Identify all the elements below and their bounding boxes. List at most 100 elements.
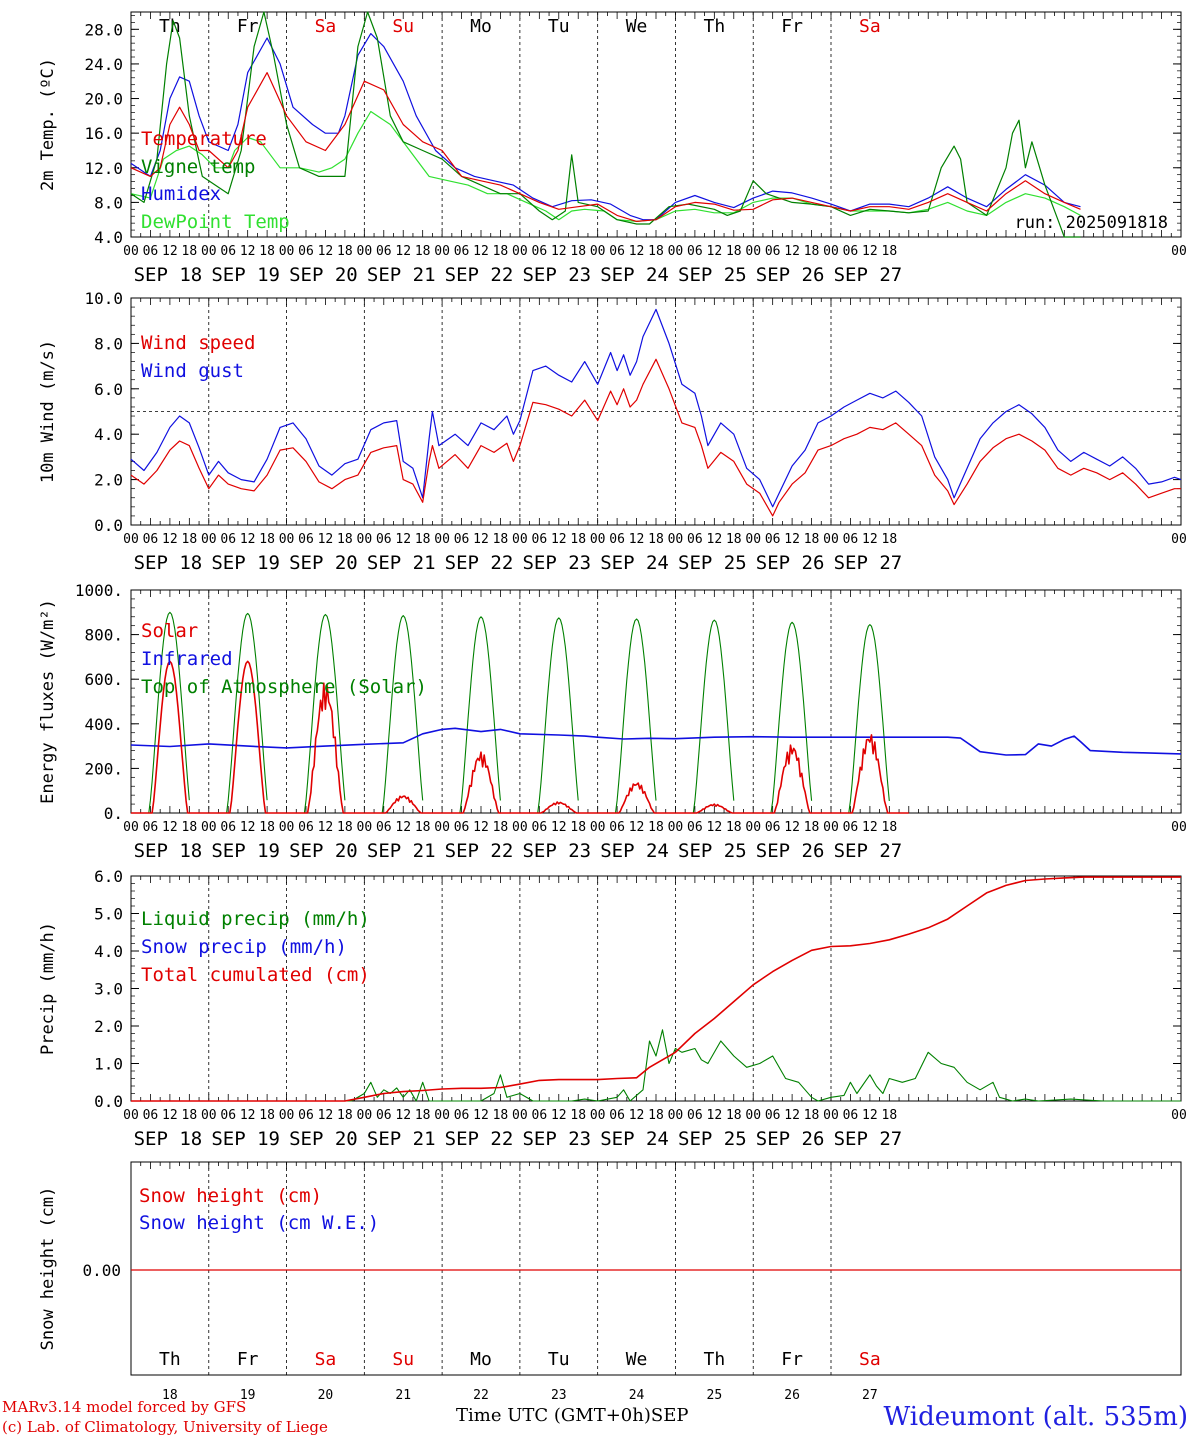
energy-hour-label: 12 bbox=[551, 820, 567, 835]
wind-series-wind-speed bbox=[130, 358, 1181, 517]
precip-legend-entry: Liquid precip (mm/h) bbox=[141, 908, 370, 930]
wind-hour-label: 12 bbox=[784, 532, 800, 547]
wind-hour-label: 12 bbox=[551, 532, 567, 547]
energy-y-axis-title: Energy fluxes (W/m²) bbox=[38, 599, 58, 804]
precip-date-label: SEP 25 bbox=[678, 1128, 747, 1150]
temp-y-tick-label: 4.0 bbox=[94, 228, 123, 247]
temp-hour-label: 06 bbox=[765, 244, 781, 259]
solar-curve bbox=[519, 801, 598, 814]
wind-hour-label: 06 bbox=[609, 532, 625, 547]
temp-hour-label: 00 bbox=[668, 244, 684, 259]
temp-hour-label: 06 bbox=[454, 244, 470, 259]
energy-hour-label: 12 bbox=[318, 820, 334, 835]
temp-weekday-label: Fr bbox=[781, 16, 803, 37]
energy-hour-label: 06 bbox=[765, 820, 781, 835]
solar-curve bbox=[442, 751, 520, 814]
solar-curve bbox=[831, 734, 909, 814]
precip-date-label: SEP 18 bbox=[134, 1128, 203, 1150]
solar-curve bbox=[208, 660, 287, 814]
wind-hour-label: 18 bbox=[337, 532, 353, 547]
day-number-label: 24 bbox=[629, 1388, 645, 1403]
wind-y-tick-label: 10.0 bbox=[84, 289, 123, 308]
precip-hour-label: 12 bbox=[395, 1108, 411, 1123]
energy-hour-label: 18 bbox=[415, 820, 431, 835]
wind-date-label: SEP 24 bbox=[600, 552, 669, 574]
wind-hour-label: 12 bbox=[395, 532, 411, 547]
temp-date-label: SEP 21 bbox=[367, 264, 436, 286]
solar-curve bbox=[364, 795, 443, 814]
energy-legend-entry: Solar bbox=[141, 620, 198, 642]
temp-series-humidex bbox=[130, 32, 1081, 221]
wind-date-label: SEP 18 bbox=[134, 552, 203, 574]
wind-y-tick-label: 0.0 bbox=[94, 516, 123, 535]
precip-hour-label: 06 bbox=[298, 1108, 314, 1123]
wind-hour-label: 06 bbox=[765, 532, 781, 547]
energy-hour-label: 06 bbox=[298, 820, 314, 835]
precip-hour-label: 18 bbox=[337, 1108, 353, 1123]
temp-y-tick-label: 20.0 bbox=[84, 90, 123, 109]
temp-hour-label: 00 bbox=[201, 244, 217, 259]
precip-hour-label: 06 bbox=[843, 1108, 859, 1123]
station-name: Wideumont (alt. 535m) bbox=[883, 1402, 1188, 1432]
wind-hour-label: 18 bbox=[570, 532, 586, 547]
wind-hour-label: 12 bbox=[318, 532, 334, 547]
temp-date-label: SEP 20 bbox=[289, 264, 358, 286]
precip-hour-label: 12 bbox=[240, 1108, 256, 1123]
day-number-label: 25 bbox=[707, 1388, 723, 1403]
wind-hour-label: 12 bbox=[473, 532, 489, 547]
day-number-label: 27 bbox=[862, 1388, 878, 1403]
energy-date-label: SEP 22 bbox=[445, 840, 514, 862]
energy-hour-label: 12 bbox=[162, 820, 178, 835]
energy-hour-label: 00 bbox=[745, 820, 761, 835]
liquid-precip-curve bbox=[131, 1029, 1181, 1102]
energy-date-label: SEP 21 bbox=[367, 840, 436, 862]
temp-weekday-label: Mo bbox=[470, 16, 492, 37]
energy-legend-entry: Top of Atmosphere (Solar) bbox=[141, 676, 427, 698]
precip-hour-label: 06 bbox=[532, 1108, 548, 1123]
energy-y-tick-label: 0. bbox=[104, 804, 123, 823]
total-cumulated-curve bbox=[131, 876, 1181, 1102]
temp-hour-label: 12 bbox=[707, 244, 723, 259]
wind-hour-label: 18 bbox=[182, 532, 198, 547]
solar-curve bbox=[753, 744, 831, 814]
precip-hour-label: 00 bbox=[357, 1108, 373, 1123]
temp-hour-label: 12 bbox=[395, 244, 411, 259]
wind-date-label: SEP 20 bbox=[289, 552, 358, 574]
snow-weekday-label: Sa bbox=[315, 1349, 337, 1370]
wind-hour-label: 18 bbox=[259, 532, 275, 547]
wind-hour-label: 00 bbox=[357, 532, 373, 547]
temp-hour-label: 00 bbox=[512, 244, 528, 259]
temp-weekday-label: Th bbox=[159, 16, 181, 37]
energy-y-tick-label: 400. bbox=[84, 715, 123, 734]
temp-weekday-label: Tu bbox=[548, 16, 570, 37]
precip-hour-label: 12 bbox=[318, 1108, 334, 1123]
wind-date-label: SEP 21 bbox=[367, 552, 436, 574]
precip-hour-label: 18 bbox=[882, 1108, 898, 1123]
temp-hour-label: 18 bbox=[337, 244, 353, 259]
energy-y-tick-label: 1000. bbox=[75, 581, 123, 600]
wind-hour-label: 06 bbox=[220, 532, 236, 547]
solar-curve bbox=[675, 803, 754, 814]
precip-y-tick-label: 3.0 bbox=[94, 980, 123, 999]
temp-hour-label: 18 bbox=[648, 244, 664, 259]
wind-hour-label: 00 bbox=[201, 532, 217, 547]
wind-hour-label: 18 bbox=[415, 532, 431, 547]
precip-hour-label: 18 bbox=[182, 1108, 198, 1123]
temp-hour-label: 00 bbox=[434, 244, 450, 259]
precip-hour-label: 18 bbox=[570, 1108, 586, 1123]
temp-hour-label: 00 bbox=[1171, 244, 1187, 259]
precip-y-tick-label: 5.0 bbox=[94, 905, 123, 924]
precip-y-tick-label: 4.0 bbox=[94, 942, 123, 961]
wind-y-tick-label: 8.0 bbox=[94, 334, 123, 353]
precip-hour-label: 00 bbox=[745, 1108, 761, 1123]
precip-hour-label: 00 bbox=[123, 1108, 139, 1123]
temp-y-tick-label: 8.0 bbox=[94, 193, 123, 212]
temp-date-label: SEP 27 bbox=[834, 264, 903, 286]
energy-hour-label: 12 bbox=[240, 820, 256, 835]
precip-hour-label: 18 bbox=[648, 1108, 664, 1123]
precip-hour-label: 00 bbox=[201, 1108, 217, 1123]
wind-date-label: SEP 26 bbox=[756, 552, 825, 574]
energy-hour-label: 06 bbox=[454, 820, 470, 835]
temp-legend-entry: DewPoint Temp bbox=[141, 211, 290, 233]
temp-hour-label: 12 bbox=[473, 244, 489, 259]
